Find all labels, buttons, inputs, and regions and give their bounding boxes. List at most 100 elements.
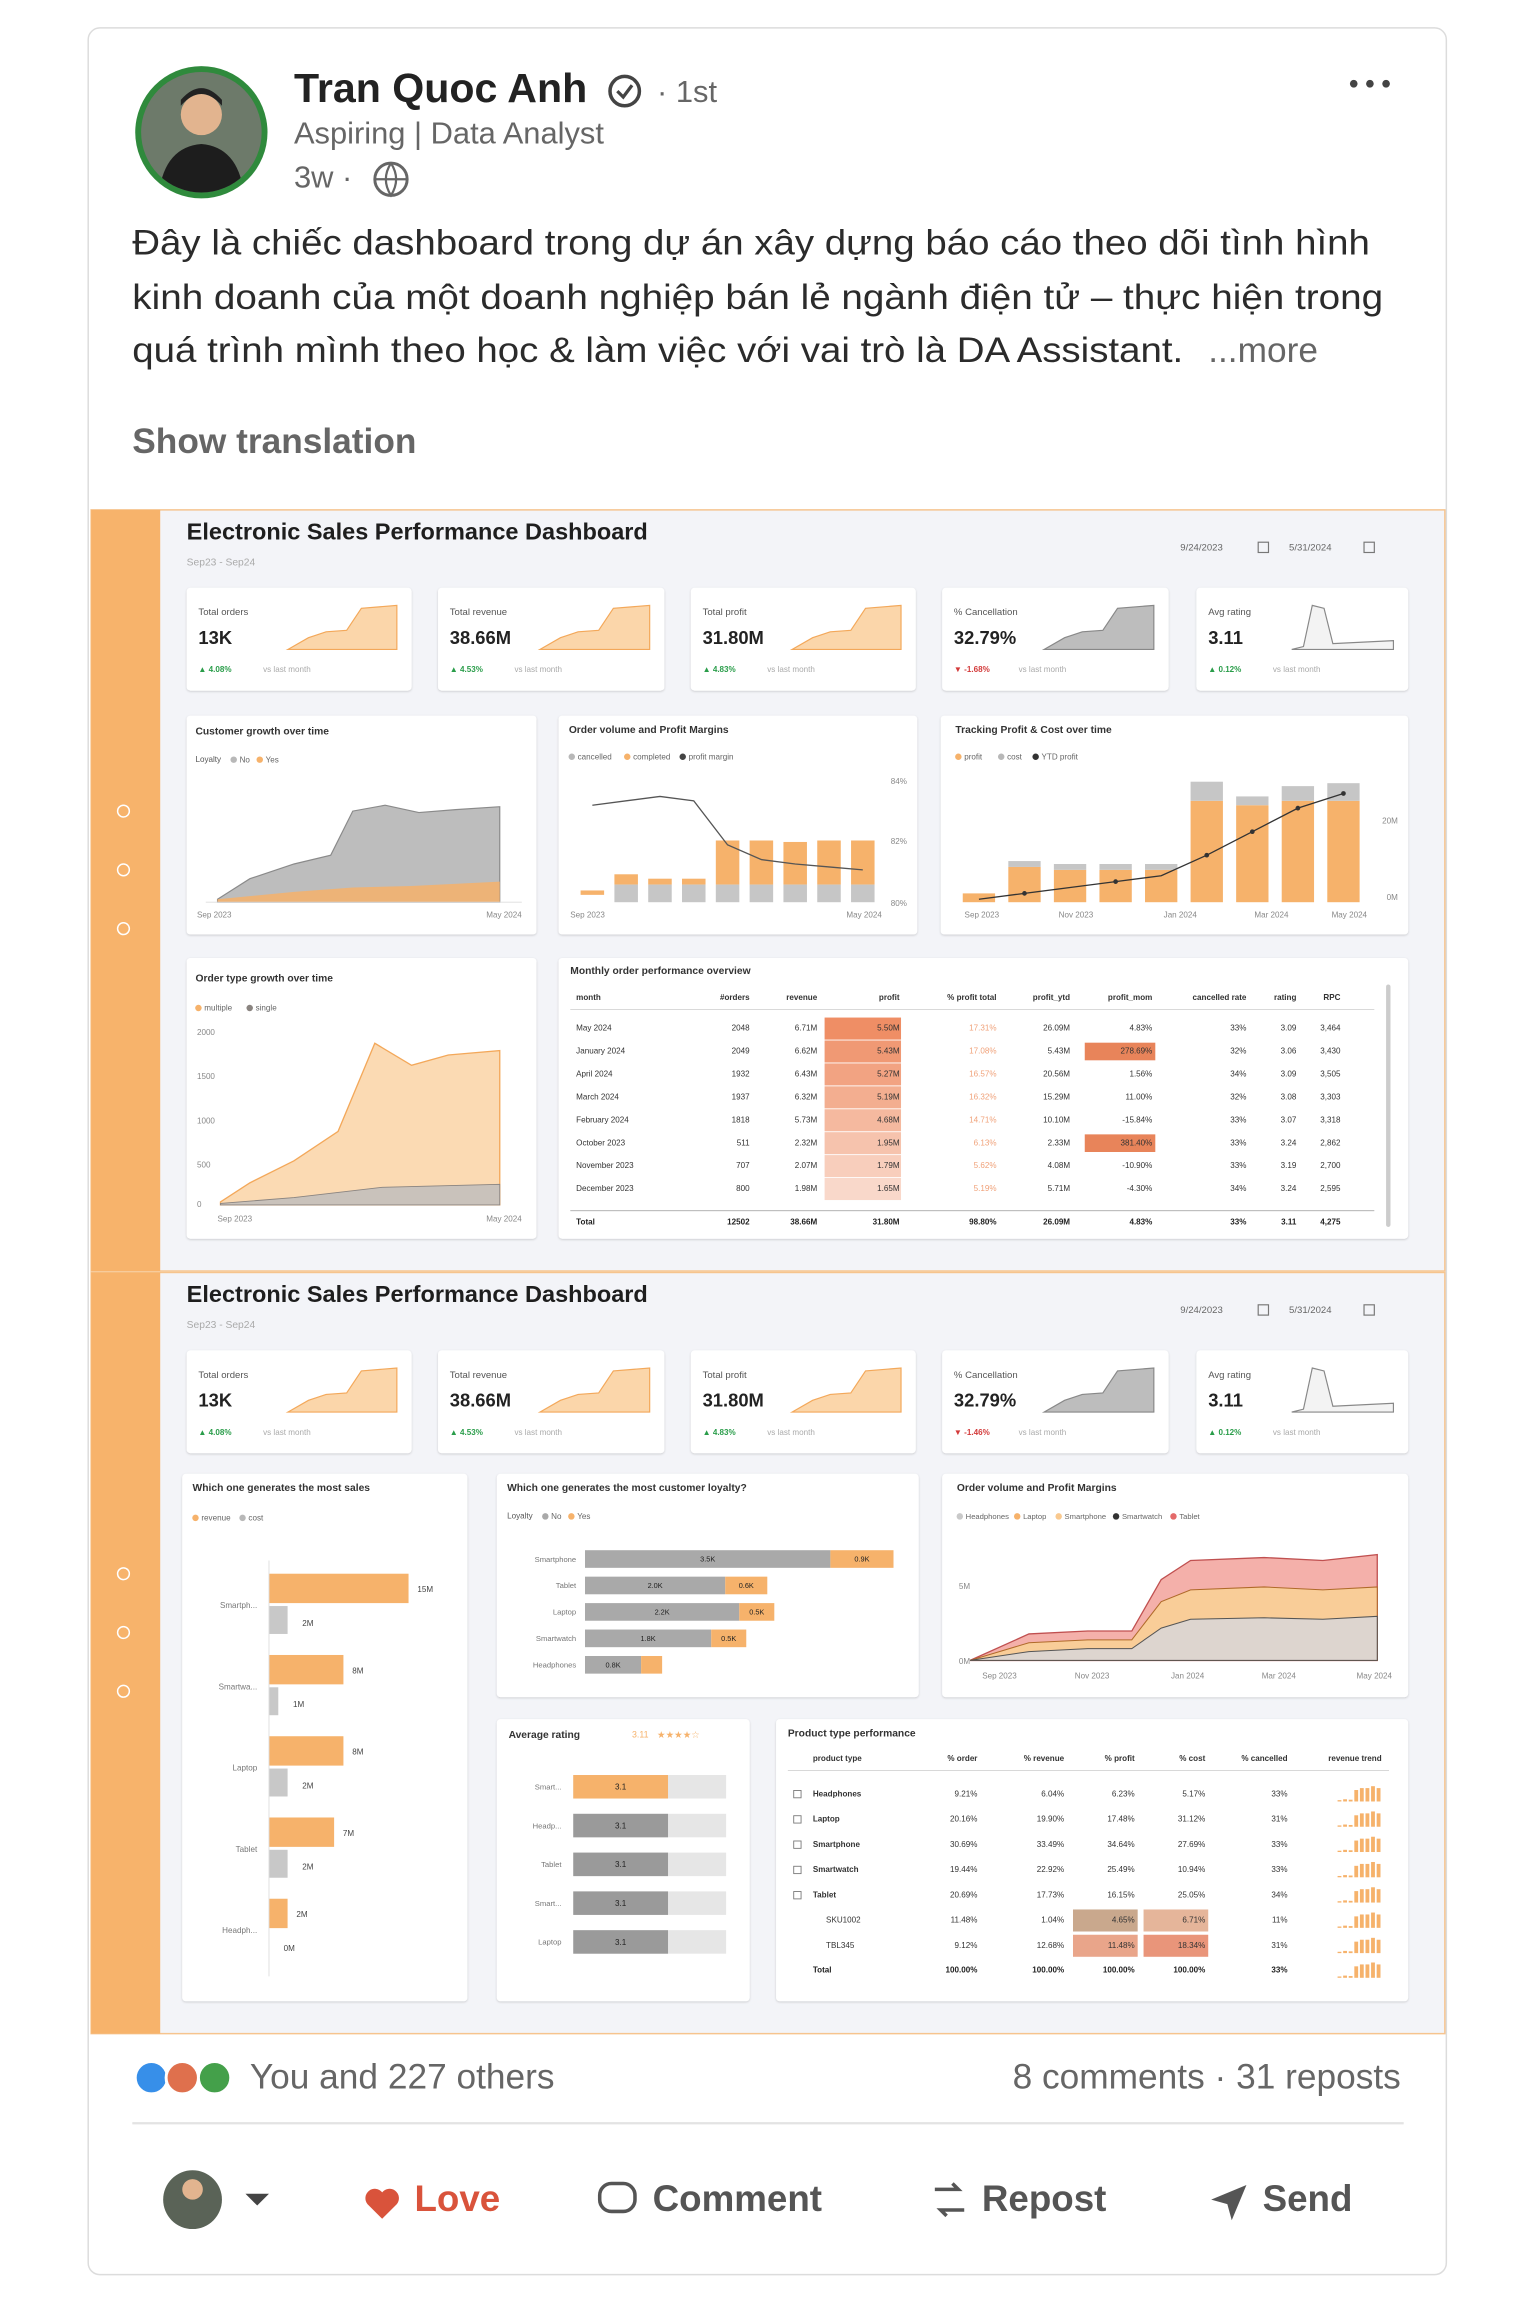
table-cell: 34% bbox=[1271, 1890, 1287, 1899]
trend-bar bbox=[1365, 1813, 1370, 1827]
trend-bar bbox=[1354, 1891, 1359, 1903]
data-label: 0.6K bbox=[739, 1581, 754, 1590]
trend-bar bbox=[1354, 1966, 1359, 1978]
bar bbox=[573, 1891, 669, 1915]
avatar[interactable] bbox=[140, 71, 263, 194]
more-menu[interactable] bbox=[1349, 79, 1390, 88]
panel bbox=[942, 587, 1169, 691]
data-label: 1M bbox=[293, 1700, 304, 1709]
see-more[interactable]: ...more bbox=[1208, 331, 1318, 370]
legend-dot bbox=[1170, 1513, 1177, 1520]
table-cell: 17.73% bbox=[1037, 1890, 1064, 1899]
action-comment[interactable]: Comment bbox=[653, 2178, 822, 2219]
x-tick-label: Sep 2023 bbox=[570, 911, 605, 920]
table-cell: October 2023 bbox=[576, 1138, 625, 1147]
kpi-value: 38.66M bbox=[450, 1390, 511, 1411]
chart-title: Average rating bbox=[509, 1730, 581, 1741]
legend-dot bbox=[192, 1514, 199, 1522]
headline: Aspiring | Data Analyst bbox=[294, 115, 604, 150]
table-title: Monthly order performance overview bbox=[570, 966, 750, 977]
table-cell: 33.49% bbox=[1037, 1840, 1064, 1849]
legend-label: No bbox=[240, 755, 251, 764]
category-label: Laptop bbox=[553, 1608, 576, 1617]
kpi-note: vs last month bbox=[767, 665, 815, 674]
kpi-label: Total orders bbox=[198, 607, 248, 618]
column-header: % revenue bbox=[1024, 1754, 1065, 1763]
highlight-cell bbox=[1084, 1134, 1156, 1152]
reaction-count[interactable]: You and 227 others bbox=[250, 2057, 555, 2096]
table-cell: December 2023 bbox=[576, 1184, 634, 1193]
data-label: 0.5K bbox=[721, 1634, 736, 1643]
table-cell: 800 bbox=[736, 1184, 750, 1193]
bar bbox=[585, 1603, 740, 1621]
category-label: Tablet bbox=[236, 1845, 258, 1854]
table-cell: 2,595 bbox=[1320, 1184, 1341, 1193]
x-tick-label: Sep 2023 bbox=[982, 1672, 1017, 1681]
total-cell: 3.11 bbox=[1281, 1218, 1297, 1227]
category-label: Headp... bbox=[533, 1821, 562, 1830]
kpi-change: ▲ 4.83% bbox=[703, 665, 736, 674]
table-cell: January 2024 bbox=[576, 1047, 625, 1056]
table-cell: 34.64% bbox=[1107, 1840, 1134, 1849]
chart-title: Order volume and Profit Margins bbox=[957, 1483, 1117, 1494]
x-tick-label: May 2024 bbox=[486, 911, 522, 920]
table-cell: 25.49% bbox=[1107, 1865, 1134, 1874]
total-cell: 31.80M bbox=[873, 1218, 900, 1227]
bar bbox=[268, 1687, 279, 1716]
kpi-note: vs last month bbox=[514, 665, 562, 674]
table-cell: 3,303 bbox=[1320, 1092, 1341, 1101]
table-cell: 16.57% bbox=[969, 1070, 996, 1079]
table-cell: 2.33M bbox=[1048, 1138, 1071, 1147]
panel bbox=[186, 587, 412, 691]
action-send[interactable]: Send bbox=[1263, 2178, 1353, 2219]
table-cell: 1.65M bbox=[877, 1184, 900, 1193]
action-repost[interactable]: Repost bbox=[982, 2178, 1107, 2219]
trend-bar bbox=[1337, 1976, 1342, 1978]
action-love[interactable]: Love bbox=[414, 2178, 500, 2219]
side-icon bbox=[116, 1567, 131, 1581]
kpi-change: ▲ 0.12% bbox=[1208, 1428, 1241, 1437]
trend-bar bbox=[1359, 1889, 1364, 1903]
table-cell: -15.84% bbox=[1122, 1115, 1152, 1124]
kpi-sparkline bbox=[285, 1367, 398, 1413]
reaction-love bbox=[164, 2060, 200, 2096]
legend-label: Smartphone bbox=[1065, 1512, 1107, 1521]
author-name[interactable]: Tran Quoc Anh bbox=[294, 65, 587, 111]
table-cell: 1937 bbox=[732, 1092, 750, 1101]
table-cell: 3,464 bbox=[1320, 1024, 1341, 1033]
kpi-note: vs last month bbox=[1019, 665, 1067, 674]
engagement-count[interactable]: 8 comments · 31 reposts bbox=[1013, 2057, 1401, 2096]
scrollbar bbox=[1386, 984, 1391, 1227]
table-cell: 3.24 bbox=[1281, 1184, 1297, 1193]
bar bbox=[268, 1768, 288, 1797]
trend-bar bbox=[1365, 1788, 1370, 1802]
table-cell: 6.71% bbox=[1182, 1916, 1205, 1925]
show-translation[interactable]: Show translation bbox=[132, 422, 416, 461]
expand-icon bbox=[793, 1865, 802, 1875]
table-cell: 33% bbox=[1230, 1161, 1246, 1170]
total-cell: 33% bbox=[1230, 1218, 1246, 1227]
legend-dot bbox=[1112, 1513, 1120, 1520]
table-cell: 19.44% bbox=[950, 1865, 977, 1874]
chart-shapes bbox=[205, 781, 1378, 1662]
table-cell: 3,430 bbox=[1320, 1047, 1341, 1056]
panel bbox=[690, 1350, 916, 1454]
bar bbox=[573, 1775, 669, 1799]
table-cell: 5.73M bbox=[795, 1115, 818, 1124]
trend-bar bbox=[1365, 1838, 1370, 1853]
total-cell: 100.00% bbox=[1103, 1966, 1135, 1975]
expand-icon bbox=[793, 1891, 802, 1900]
legend-label: multiple bbox=[204, 1004, 232, 1013]
trend-bar bbox=[1359, 1813, 1364, 1827]
table-title: Product type performance bbox=[788, 1729, 916, 1740]
x-tick-label: May 2024 bbox=[846, 911, 882, 920]
x-tick-label: Jan 2024 bbox=[1164, 911, 1198, 920]
heat-cell bbox=[824, 1155, 902, 1178]
label: Loyalty bbox=[507, 1512, 534, 1521]
legend-label: Smartwatch bbox=[1122, 1512, 1162, 1521]
actor-caret[interactable] bbox=[245, 2193, 269, 2206]
y-tick-label: 2000 bbox=[197, 1028, 215, 1037]
table-cell: 17.48% bbox=[1107, 1815, 1134, 1824]
trend-bar bbox=[1337, 1825, 1342, 1827]
table-cell: 278.69% bbox=[1120, 1047, 1152, 1056]
